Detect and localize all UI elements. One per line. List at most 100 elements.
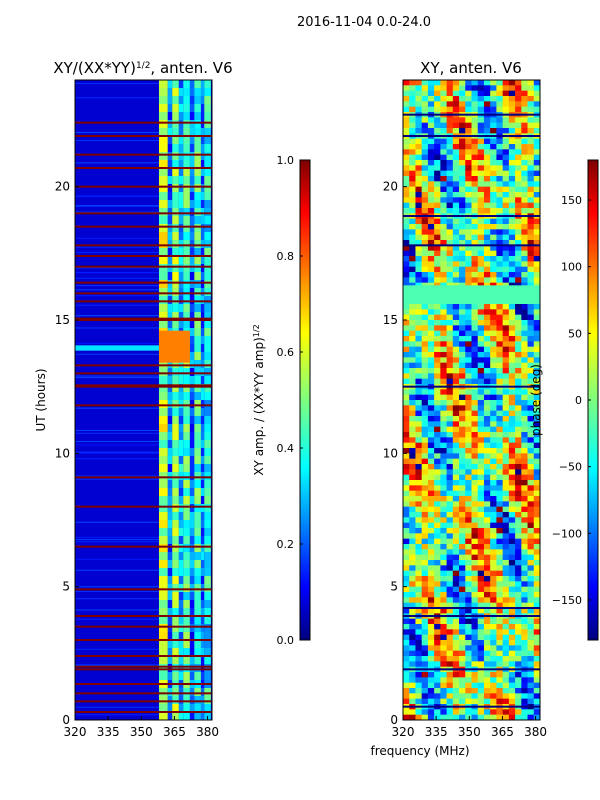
- heatmap-cell: [502, 538, 510, 545]
- heatmap-cell: [471, 576, 479, 582]
- heatmap-cell: [172, 256, 179, 265]
- heatmap-cell: [446, 549, 454, 556]
- heatmap-cell: [465, 261, 472, 268]
- heatmap-cell: [409, 474, 416, 481]
- heatmap-cell: [465, 661, 472, 668]
- heatmap-cell: [471, 410, 479, 417]
- heatmap-cell: [477, 442, 485, 449]
- heatmap-cell: [427, 197, 435, 204]
- heatmap-cell: [167, 496, 173, 505]
- heatmap-cell: [446, 218, 454, 225]
- heatmap-cell: [508, 714, 516, 721]
- heatmap-cell: [477, 634, 485, 641]
- heatmap-cell: [508, 186, 516, 193]
- heatmap-cell: [427, 624, 435, 630]
- heatmap-cell: [533, 272, 541, 278]
- heatmap-cell: [183, 224, 190, 233]
- heatmap-cell: [434, 672, 441, 678]
- heatmap-cell: [515, 560, 522, 566]
- heatmap-cell: [465, 688, 472, 694]
- heatmap-cell: [200, 240, 205, 249]
- heatmap-cell: [167, 560, 173, 569]
- heatmap-cell: [189, 160, 195, 169]
- heatmap-cell: [465, 672, 472, 678]
- heatmap-cell: [477, 197, 485, 204]
- heatmap-cell: [496, 405, 504, 412]
- flagged-row: [75, 135, 212, 137]
- heatmap-cell: [204, 384, 211, 393]
- heatmap-cell: [502, 656, 510, 662]
- heatmap-cell: [446, 330, 454, 337]
- heatmap-cell: [527, 682, 535, 689]
- heatmap-cell: [183, 440, 190, 449]
- heatmap-cell: [496, 554, 504, 561]
- heatmap-cell: [477, 106, 485, 113]
- heatmap-cell: [521, 698, 528, 705]
- heatmap-cell: [496, 624, 504, 630]
- heatmap-cell: [427, 309, 435, 316]
- heatmap-cell: [452, 400, 460, 406]
- heatmap-cell: [527, 581, 535, 588]
- heatmap-cell: [471, 122, 479, 129]
- heatmap-cell: [477, 320, 485, 326]
- heatmap-cell: [421, 181, 429, 188]
- heatmap-cell: [409, 330, 416, 337]
- heatmap-cell: [446, 672, 454, 678]
- heatmap-cell: [502, 506, 510, 513]
- heatmap-cell: [158, 112, 168, 121]
- heatmap-cell: [204, 448, 211, 457]
- heatmap-cell: [521, 101, 528, 108]
- heatmap-cell: [459, 250, 466, 257]
- heatmap-cell: [427, 325, 435, 332]
- heatmap-cell: [183, 232, 190, 241]
- heatmap-cell: [167, 168, 173, 177]
- heatmap-cell: [446, 618, 454, 625]
- heatmap-cell: [465, 197, 472, 204]
- heatmap-cell: [471, 400, 479, 406]
- heatmap-cell: [459, 394, 466, 401]
- heatmap-cell: [465, 549, 472, 556]
- heatmap-cell: [204, 544, 211, 553]
- heatmap-cell: [490, 522, 497, 529]
- heatmap-cell: [415, 90, 423, 97]
- heatmap-cell: [172, 208, 179, 217]
- heatmap-cell: [189, 536, 195, 545]
- heatmap-cell: [465, 378, 472, 385]
- heatmap-cell: [434, 714, 441, 721]
- heatmap-cell: [403, 517, 410, 524]
- heatmap-cell: [446, 538, 454, 545]
- heatmap-cell: [459, 458, 466, 465]
- heatmap-cell: [533, 117, 541, 124]
- heatmap-cell: [415, 325, 423, 332]
- heatmap-cell: [434, 485, 441, 492]
- heatmap-cell: [527, 560, 535, 566]
- heatmap-cell: [158, 592, 168, 601]
- heatmap-cell: [440, 602, 447, 609]
- heatmap-cell: [483, 245, 491, 252]
- heatmap-cell: [200, 352, 205, 361]
- heatmap-cell: [471, 592, 479, 598]
- heatmap-cell: [440, 560, 447, 566]
- heatmap-cell: [465, 442, 472, 449]
- heatmap-cell: [403, 570, 410, 577]
- heatmap-cell: [490, 304, 497, 310]
- heatmap-cell: [452, 261, 460, 268]
- heatmap-cell: [515, 592, 522, 598]
- heatmap-cell: [490, 496, 497, 502]
- heatmap-cell: [200, 136, 205, 145]
- heatmap-cell: [172, 304, 179, 313]
- heatmap-cell: [471, 634, 479, 641]
- heatmap-cell: [194, 344, 201, 353]
- heatmap-cell: [459, 154, 466, 161]
- heatmap-cell: [465, 490, 472, 497]
- heatmap-cell: [496, 149, 504, 156]
- heatmap-cell: [421, 682, 429, 689]
- heatmap-cell: [459, 453, 466, 460]
- heatmap-cell: [172, 80, 179, 89]
- heatmap-cell: [200, 344, 205, 353]
- heatmap-cell: [490, 560, 497, 566]
- heatmap-cell: [421, 341, 429, 348]
- heatmap-cell: [508, 176, 516, 182]
- heatmap-cell: [403, 122, 410, 129]
- heatmap-cell: [421, 330, 429, 337]
